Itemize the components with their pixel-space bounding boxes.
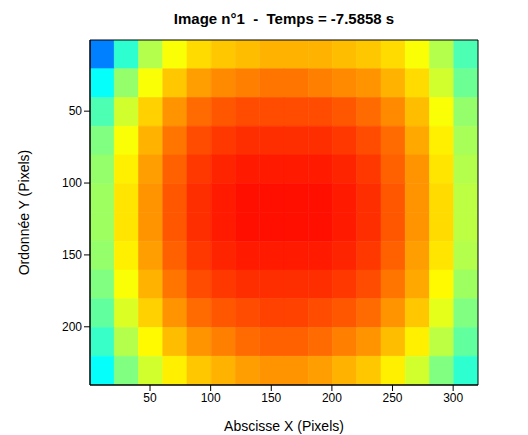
svg-text:Abscisse X (Pixels): Abscisse X (Pixels) xyxy=(224,418,344,434)
svg-text:300: 300 xyxy=(443,391,463,405)
svg-text:200: 200 xyxy=(62,320,82,334)
svg-text:100: 100 xyxy=(62,176,82,190)
html-text:Image n°1 - Temps = -7.5858 s: Image n°1 - Temps = -7.5858 s xyxy=(173,10,395,27)
svg-text:100: 100 xyxy=(201,391,221,405)
svg-text:150: 150 xyxy=(62,248,82,262)
svg-text:250: 250 xyxy=(383,391,403,405)
svg-text:Ordonnée Y (Pixels): Ordonnée Y (Pixels) xyxy=(16,150,32,276)
svg-text:50: 50 xyxy=(69,104,83,118)
svg-text:150: 150 xyxy=(261,391,281,405)
svg-text:200: 200 xyxy=(322,391,342,405)
svg-text:50: 50 xyxy=(143,391,157,405)
